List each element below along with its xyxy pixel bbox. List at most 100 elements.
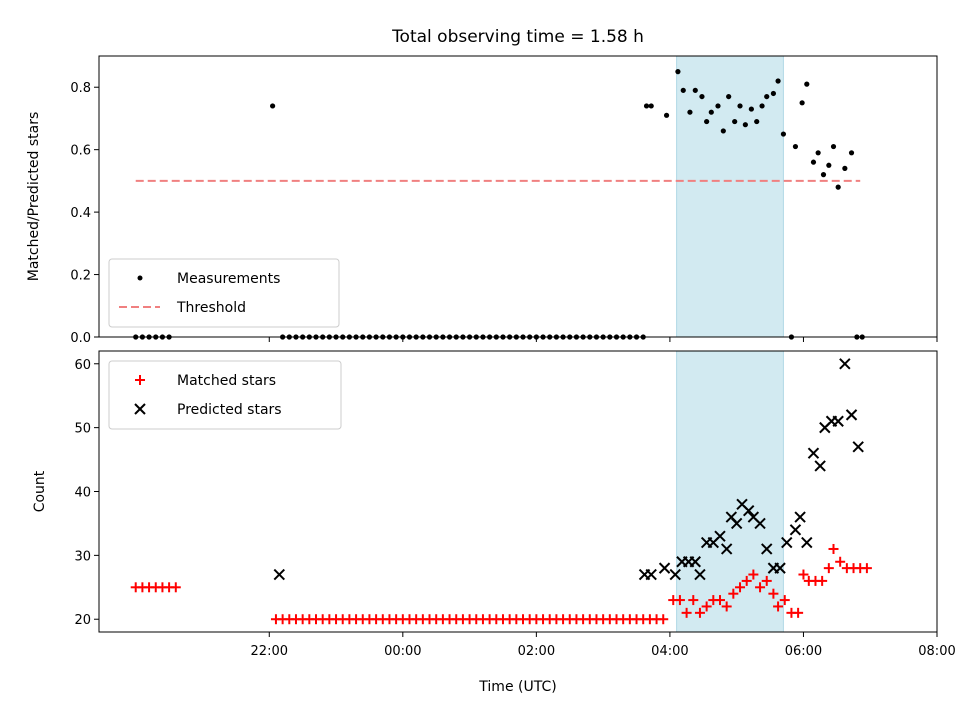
- matched-star-point: [701, 601, 712, 612]
- bottom-y-axis-label: Count: [32, 470, 48, 512]
- measurement-point: [830, 143, 837, 150]
- measurement-point: [754, 118, 760, 125]
- matched-legend-marker: [135, 375, 145, 385]
- measurement-point: [270, 103, 276, 109]
- measurement-point: [764, 93, 770, 100]
- measurement-point: [726, 93, 732, 100]
- measurement-point: [792, 143, 799, 150]
- measurement-point: [708, 109, 714, 115]
- predicted-star-point: [761, 543, 773, 555]
- x-tick-label: 04:00: [651, 644, 688, 659]
- matched-star-point: [674, 595, 685, 606]
- matched-star-point: [773, 601, 784, 612]
- matched-star-point: [793, 607, 804, 618]
- predicted-star-point: [689, 556, 701, 568]
- legend-matched-stars: Matched stars: [177, 373, 276, 389]
- top-y-tick-label: 0.6: [70, 144, 91, 159]
- matched-star-point: [741, 575, 752, 586]
- matched-star-point: [721, 601, 732, 612]
- predicted-star-point: [789, 524, 802, 536]
- bottom-y-tick-label: 30: [74, 549, 91, 564]
- matched-star-point: [755, 582, 766, 593]
- measurement-point: [742, 122, 748, 128]
- x-axis-label: Time (UTC): [478, 679, 556, 695]
- measurements-legend-marker: [137, 275, 143, 281]
- predicted-star-point: [852, 441, 864, 453]
- measurement-point: [848, 150, 855, 156]
- x-tick-label: 08:00: [918, 644, 955, 659]
- predicted-star-point: [781, 536, 793, 549]
- x-tick-label: 06:00: [785, 644, 822, 659]
- predicted-star-point: [807, 447, 820, 459]
- matched-star-point: [779, 595, 790, 606]
- predicted-star-point: [645, 568, 657, 581]
- predicted-star-point: [832, 415, 844, 427]
- bottom-x-ticks: 22:00 00:00 02:00 04:00 06:00 08:00: [251, 632, 956, 659]
- top-x-ticks: [268, 337, 938, 342]
- measurement-point: [704, 118, 710, 125]
- measurement-point: [804, 81, 810, 87]
- predicted-star-point: [730, 517, 743, 530]
- measurement-point: [715, 103, 721, 109]
- measurement-point: [820, 172, 827, 178]
- matched-star-point: [714, 595, 725, 606]
- legend-threshold: Threshold: [176, 300, 246, 316]
- matched-star-point: [828, 543, 839, 554]
- measurement-point: [663, 112, 670, 118]
- predicted-star-point: [742, 504, 755, 517]
- predicted-star-point: [669, 568, 681, 581]
- predicted-legend-marker: [134, 403, 146, 415]
- measurement-point: [775, 78, 781, 84]
- top-legend: Measurements Threshold: [108, 258, 340, 328]
- measurement-point: [732, 118, 738, 125]
- matched-legend-plus: [135, 375, 145, 385]
- measurement-point: [675, 69, 681, 75]
- matched-star-point: [835, 556, 846, 567]
- predicted-star-point: [794, 511, 806, 523]
- predicted-star-point: [814, 460, 826, 472]
- measurement-point: [826, 162, 832, 168]
- predicted-legend-cross: [134, 403, 146, 415]
- bottom-panel: 20 30 40 50 60 22:00 00:00 02:00 04:00 06:00 08:0…: [32, 350, 956, 695]
- measurement-point: [815, 150, 821, 156]
- measurement-point: [720, 128, 726, 134]
- bottom-y-tick-label: 50: [74, 422, 91, 437]
- bottom-legend-box: [108, 360, 342, 430]
- top-axes-frame: [98, 55, 938, 338]
- top-highlight-span: [676, 55, 784, 338]
- bottom-y-tick-label: 40: [74, 486, 91, 501]
- predicted-star-point: [720, 543, 733, 555]
- measurement-point: [810, 159, 817, 165]
- measurement-point: [748, 106, 754, 112]
- bottom-y-tick-label: 20: [74, 613, 91, 628]
- matched-star-point: [861, 563, 872, 574]
- top-legend-box: [108, 258, 340, 328]
- matched-star-point: [728, 588, 739, 599]
- legend-measurements: Measurements: [177, 271, 280, 287]
- measurement-point: [799, 100, 805, 106]
- matched-star-point: [681, 607, 692, 618]
- predicted-star-point: [754, 517, 766, 530]
- bottom-axes-frame: [98, 350, 938, 633]
- x-tick-label: 22:00: [251, 644, 288, 659]
- predicted-star-point: [801, 536, 813, 549]
- measurement-points: [133, 69, 865, 340]
- legend-predicted-stars: Predicted stars: [177, 402, 282, 418]
- measurement-point: [643, 103, 650, 109]
- predicted-star-point: [658, 562, 671, 574]
- top-y-tick-label: 0.8: [70, 81, 91, 96]
- measurement-point: [770, 90, 777, 97]
- predicted-star-point: [774, 562, 786, 574]
- measurement-point: [680, 87, 686, 93]
- matched-star-point: [748, 569, 759, 580]
- top-y-tick-label: 0.2: [70, 269, 91, 284]
- measurement-point: [687, 109, 693, 115]
- chart-title: Total observing time = 1.58 h: [391, 27, 644, 47]
- measurement-point: [699, 93, 705, 100]
- measurement-point: [759, 103, 765, 109]
- matched-stars-points: [130, 543, 872, 625]
- matched-star-point: [688, 595, 699, 606]
- x-tick-label: 02:00: [518, 644, 555, 659]
- predicted-star-point: [273, 568, 285, 581]
- predicted-star-point: [839, 358, 851, 370]
